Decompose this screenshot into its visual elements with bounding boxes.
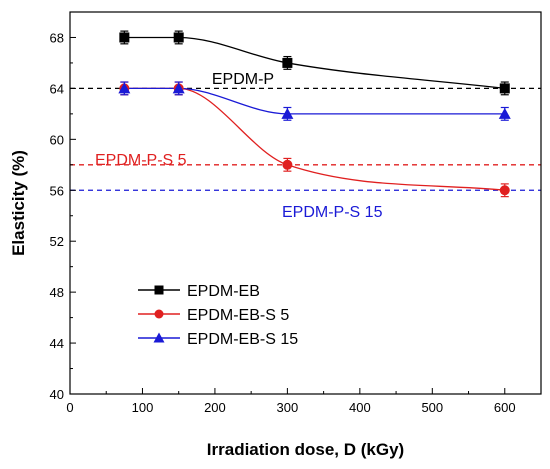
y-tick-label: 40	[50, 387, 64, 402]
legend-label: EPDM-EB	[187, 283, 260, 300]
series-line	[124, 87, 505, 191]
y-tick-label: 68	[50, 30, 64, 45]
plot-frame	[69, 11, 542, 395]
reference-line-label: EPDM-P	[212, 71, 274, 88]
x-tick-label: 100	[132, 400, 154, 415]
data-point	[281, 107, 294, 119]
y-tick-label: 56	[50, 183, 64, 198]
y-tick-label: 52	[50, 234, 64, 249]
legend: EPDM-EB EPDM-EB-S 5 EPDM-EB-S 15	[138, 283, 298, 348]
axis-ticks: 0 100 200 300 400 500 600 40 44 48 52 56 60 64 68	[50, 30, 516, 415]
legend-label: EPDM-EB-S 15	[187, 331, 298, 348]
y-tick-label: 44	[50, 336, 64, 351]
data-point	[118, 82, 131, 94]
y-tick-label: 60	[50, 132, 64, 147]
y-tick-label: 64	[50, 81, 64, 96]
legend-marker	[153, 332, 165, 343]
y-axis-title: Elasticity (%)	[9, 150, 28, 256]
x-axis-title: Irradiation dose, D (kGy)	[207, 440, 404, 459]
reference-line-labels: EPDM-P EPDM-P-S 5 EPDM-P-S 15	[95, 71, 383, 221]
legend-marker	[154, 285, 164, 295]
x-tick-label: 400	[349, 400, 371, 415]
fit-curves	[124, 36, 505, 191]
reference-line-label: EPDM-P-S 5	[95, 152, 187, 169]
data-point	[499, 185, 510, 196]
data-point	[119, 32, 130, 43]
data-point	[173, 32, 184, 43]
data-point	[498, 107, 511, 119]
x-tick-label: 200	[204, 400, 226, 415]
reference-lines	[70, 87, 541, 191]
data-point	[282, 159, 293, 170]
x-tick-label: 300	[277, 400, 299, 415]
reference-line-label: EPDM-P-S 15	[282, 204, 383, 221]
series-line	[124, 36, 505, 90]
data-point	[172, 82, 185, 94]
y-tick-label: 48	[50, 285, 64, 300]
x-tick-label: 0	[66, 400, 73, 415]
x-tick-label: 600	[494, 400, 516, 415]
x-tick-label: 500	[421, 400, 443, 415]
legend-marker	[154, 309, 164, 319]
legend-label: EPDM-EB-S 5	[187, 307, 289, 324]
data-markers	[118, 30, 511, 198]
data-point	[282, 57, 293, 68]
data-point	[499, 83, 510, 94]
series-line	[124, 87, 505, 115]
